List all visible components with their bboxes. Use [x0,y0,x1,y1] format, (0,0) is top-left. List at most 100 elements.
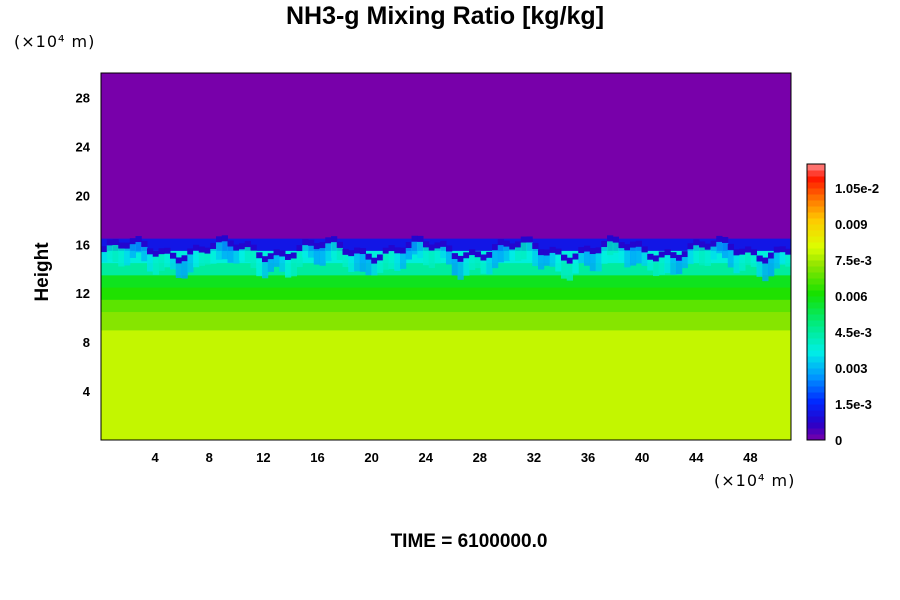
colorbar-segment [807,362,825,369]
cloud-texture [365,259,372,276]
colorbar-segment [807,344,825,351]
colorbar-segment [807,224,825,231]
colorbar-segment [807,248,825,255]
cloud-top-edge [394,247,401,254]
colorbar-segment [807,404,825,411]
y-tick-label: 12 [76,286,90,301]
cloud-texture [325,243,332,262]
heatmap-band [101,73,791,239]
cloud-texture [727,249,734,268]
cloud-texture [480,260,487,274]
cloud-texture [658,257,665,275]
cloud-top-edge [279,250,286,257]
cloud-texture [572,259,579,274]
y-tick-label: 8 [83,335,90,350]
cloud-top-edge [210,242,217,249]
cloud-top-edge [101,246,108,253]
cloud-texture [382,253,389,270]
colorbar-segment [807,218,825,225]
cloud-top-edge [365,253,372,260]
cloud-top-edge [618,242,625,249]
cloud-top-edge [503,240,510,247]
cloud-top-edge [486,251,493,258]
cloud-texture [354,253,361,272]
colorbar-segment [807,272,825,279]
colorbar-segment [807,398,825,405]
cloud-texture [509,249,516,261]
cloud-texture [664,255,671,274]
colorbar-tick-label: 0.009 [835,217,868,232]
colorbar-segment [807,212,825,219]
cloud-texture [319,248,326,266]
cloud-top-edge [779,246,786,253]
cloud-texture [221,241,228,260]
cloud-top-edge [428,244,435,251]
cloud-texture [193,250,200,268]
cloud-texture [227,246,234,263]
cloud-top-edge [653,255,660,262]
cloud-texture [135,242,142,253]
cloud-texture [785,254,791,267]
cloud-top-edge [187,248,194,255]
cloud-texture [302,245,309,258]
cloud-texture [198,252,205,266]
cloud-texture [256,258,263,277]
cloud-texture [152,256,159,275]
cloud-top-edge [170,252,177,259]
cloud-texture [710,246,717,260]
cloud-top-edge [124,242,131,249]
colorbar-segment [807,410,825,417]
cloud-top-edge [716,235,723,242]
cloud-top-edge [526,236,533,243]
cloud-texture [653,261,660,277]
cloud-top-edge [141,240,148,247]
cloud-top-edge [635,240,642,247]
cloud-top-edge [480,254,487,261]
cloud-texture [773,252,780,269]
colorbar-segment [807,188,825,195]
cloud-top-edge [112,239,119,246]
cloud-top-edge [434,242,441,249]
cloud-top-edge [739,248,746,255]
cloud-top-edge [641,246,648,253]
cloud-texture [210,248,217,264]
cloud-top-edge [296,245,303,252]
heatmap-band [101,329,791,440]
cloud-top-edge [532,242,539,249]
cloud-texture [204,253,211,265]
plot-frame [100,72,792,441]
x-tick-label: 8 [206,450,213,465]
cloud-top-edge [664,249,671,256]
colorbar-segment [807,380,825,387]
cloud-top-edge [152,250,159,257]
cloud-top-edge [181,255,188,262]
cloud-texture [446,251,453,265]
colorbar-segment [807,242,825,249]
colorbar-segment [807,302,825,309]
cloud-top-edge [601,241,608,248]
cloud-texture [704,249,711,266]
cloud-texture [750,255,757,267]
cloud-top-edge [239,243,246,250]
y-tick-label: 24 [76,139,91,154]
x-axis-ticks: 4 8 12 16 20 24 28 32 36 40 44 48 [152,450,758,465]
cloud-texture [733,255,740,274]
cloud-top-edge [492,244,499,251]
cloud-top-edge [768,252,775,259]
cloud-top-edge [244,241,251,248]
x-tick-label: 40 [635,450,649,465]
cloud-texture [681,257,688,269]
cloud-texture [170,258,177,270]
cloud-top-edge [612,236,619,243]
cloud-top-edge [497,239,504,246]
colorbar-segment [807,428,825,435]
cloud-top-edge [469,249,476,256]
cloud-top-edge [359,248,366,255]
cloud-texture [555,254,562,272]
cloud-texture [641,252,648,266]
colorbar-segment [807,338,825,345]
cloud-top-edge [785,248,791,255]
cloud-top-edge [290,252,297,259]
cloud-top-edge [704,243,711,250]
cloud-top-edge [198,246,205,253]
